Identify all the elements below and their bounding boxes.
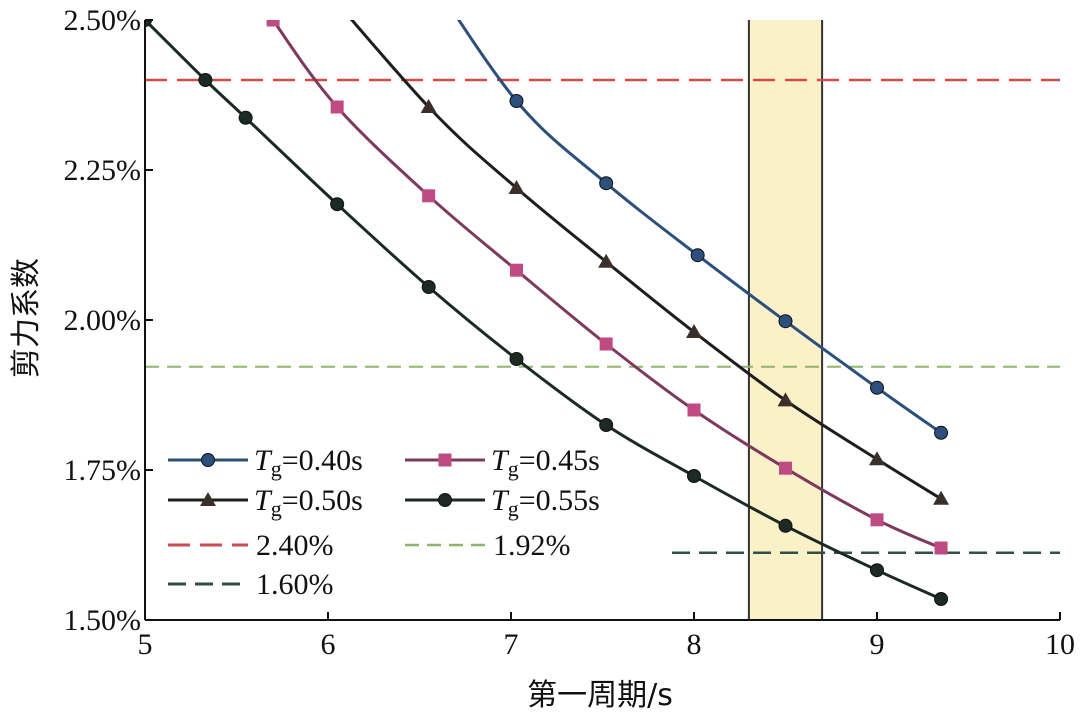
legend-label: Tg=0.40s: [254, 444, 363, 481]
series-layer: [145, 20, 950, 606]
legend-entry-6: 1.92%: [405, 529, 571, 562]
series-2-point-6: [599, 337, 613, 351]
series-2-point-3: [330, 100, 344, 114]
x-tick-label-6: 10: [1045, 628, 1075, 661]
series-3-point-4: [598, 253, 615, 268]
series-3-point-3: [508, 180, 525, 194]
y-tick-label-1: 1.50%: [64, 604, 142, 637]
legend-entry-2: Tg=0.45s: [405, 444, 600, 481]
legend-marker: [200, 492, 216, 506]
series-2-point-4: [422, 189, 436, 203]
series-4: [145, 20, 949, 606]
series-1-point-7: [934, 425, 949, 440]
x-tick-label-5: 9: [870, 628, 885, 661]
legend: Tg=0.40s Tg=0.45s Tg=0.50s Tg=0.55s 2.40% 1.9…: [168, 444, 600, 601]
series-2-point-7: [687, 403, 701, 417]
axes: [144, 19, 1061, 621]
legend-entry-4: Tg=0.55s: [405, 484, 600, 521]
series-1-point-3: [599, 176, 614, 191]
series-2-point-10: [934, 541, 948, 555]
x-axis-title: 第一周期/s: [527, 678, 673, 713]
series-2-point-8: [779, 461, 792, 475]
series-3-point-2: [420, 99, 437, 113]
series-4-point-6: [509, 352, 524, 366]
legend-label: Tg=0.55s: [491, 484, 600, 521]
y-tick-label-2: 1.75%: [64, 454, 142, 487]
series-2-point-5: [509, 263, 523, 277]
series-3-point-6: [777, 392, 794, 407]
legend-label: 1.60%: [256, 568, 334, 601]
series-4-point-3: [238, 110, 253, 125]
series-4-point-9: [778, 518, 793, 533]
series-3-point-5: [686, 324, 702, 338]
legend-entry-1: Tg=0.40s: [168, 444, 363, 481]
x-tick-label-1: 5: [138, 628, 153, 661]
y-tick-label-5: 2.50%: [64, 4, 142, 37]
legend-label: 1.92%: [493, 529, 571, 562]
legend-label: 2.40%: [256, 529, 334, 562]
y-tick-label-3: 2.00%: [64, 304, 142, 337]
reference-lines-layer: [145, 78, 1060, 555]
series-line-3: [349, 20, 942, 501]
series-1-point-4: [690, 248, 705, 263]
series-1-point-2: [509, 94, 524, 108]
series-4-point-5: [421, 280, 436, 294]
legend-entry-5: 2.40%: [168, 529, 334, 562]
series-4-point-1: [145, 20, 152, 27]
series-2: [266, 20, 948, 555]
legend-label: Tg=0.50s: [254, 484, 363, 521]
y-axis-title: 剪力系数: [9, 258, 44, 378]
series-1-point-6: [870, 380, 884, 395]
series-2-point-2: [266, 20, 280, 27]
legend-entry-3: Tg=0.50s: [168, 484, 363, 521]
series-4-point-7: [599, 418, 614, 432]
tick-labels: 5 6 7 8 9 10 1.50% 1.75% 2.00% 2.25% 2.50%: [64, 4, 1076, 661]
series-3-point-8: [933, 490, 950, 505]
series-line-1: [457, 20, 942, 435]
legend-marker: [438, 453, 452, 467]
legend-marker: [201, 453, 215, 467]
series-line-2: [271, 20, 942, 550]
series-2-point-9: [870, 513, 884, 527]
x-tick-label-3: 7: [504, 628, 519, 661]
series-4-point-2: [198, 73, 213, 87]
series-4-point-4: [330, 197, 345, 212]
series-4-point-11: [934, 592, 949, 606]
y-tick-label-4: 2.25%: [64, 154, 142, 187]
series-3: [349, 20, 950, 505]
x-tick-label-4: 8: [687, 628, 702, 661]
series-4-point-8: [687, 469, 701, 483]
legend-entry-7: 1.60%: [168, 568, 334, 601]
x-tick-label-2: 6: [321, 628, 336, 661]
series-1: [457, 20, 949, 440]
series-4-point-10: [870, 563, 884, 578]
series-3-point-7: [869, 451, 885, 466]
series-1-point-5: [778, 314, 793, 329]
legend-label: Tg=0.45s: [491, 444, 600, 481]
legend-marker: [438, 493, 452, 507]
